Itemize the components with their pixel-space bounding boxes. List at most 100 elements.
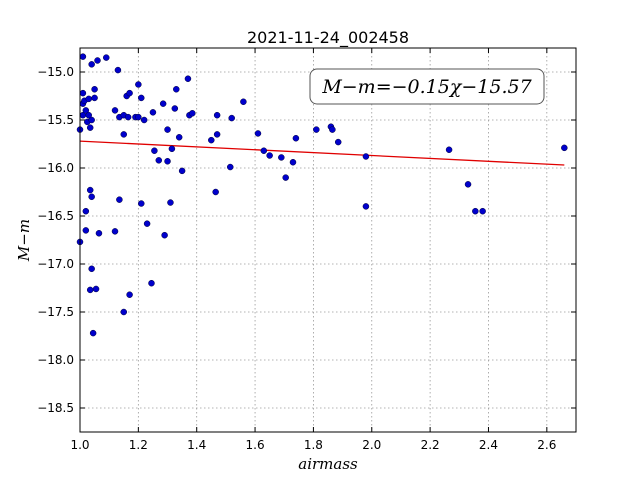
data-point xyxy=(212,188,219,196)
data-point xyxy=(167,199,174,206)
data-point xyxy=(289,158,297,166)
data-point xyxy=(79,53,87,60)
data-point xyxy=(175,134,183,141)
x-tick-label: 1.6 xyxy=(246,438,265,452)
x-tick-label: 2.6 xyxy=(537,438,556,452)
data-point xyxy=(88,116,95,124)
data-point xyxy=(135,113,142,121)
fit-line xyxy=(79,140,565,166)
x-tick-label: 2.2 xyxy=(421,438,440,452)
data-point xyxy=(178,167,186,175)
data-point xyxy=(120,131,128,138)
data-point xyxy=(138,94,145,102)
data-point xyxy=(159,100,167,107)
x-tick-label: 1.2 xyxy=(129,438,148,452)
data-point xyxy=(91,86,98,93)
x-tick-label: 2.4 xyxy=(479,438,498,452)
data-point xyxy=(140,116,148,124)
plot-frame xyxy=(79,47,577,433)
y-tick-label: −18.5 xyxy=(37,401,74,415)
data-point xyxy=(189,110,196,117)
data-points xyxy=(76,53,568,337)
y-tick-label: −18.0 xyxy=(37,353,74,367)
data-point xyxy=(86,286,94,294)
data-point xyxy=(89,329,97,337)
data-point xyxy=(161,231,168,239)
data-point xyxy=(82,227,90,234)
fit-equation: M−m=−0.15χ−15.57 xyxy=(321,76,532,98)
fit-annotation: M−m=−0.15χ−15.57 xyxy=(309,68,545,105)
data-point xyxy=(82,107,90,114)
data-point xyxy=(120,308,128,316)
data-point xyxy=(278,154,285,161)
data-point xyxy=(329,126,336,133)
data-point xyxy=(91,94,98,102)
data-point xyxy=(260,147,268,154)
data-point xyxy=(86,124,94,131)
fit-line-group xyxy=(79,140,565,166)
data-point xyxy=(151,147,158,154)
data-point xyxy=(126,89,133,97)
data-point xyxy=(111,107,119,114)
data-point xyxy=(114,66,122,74)
data-point xyxy=(561,144,568,152)
data-point xyxy=(472,207,479,215)
data-point xyxy=(362,203,370,210)
data-point xyxy=(111,228,119,235)
chart-title: 2021-11-24_002458 xyxy=(247,28,409,48)
y-tick-label: −17.0 xyxy=(37,257,74,271)
x-tick-label: 1.4 xyxy=(187,438,206,452)
data-point xyxy=(124,113,132,121)
data-point xyxy=(208,136,215,144)
y-tick-label: −16.0 xyxy=(37,161,74,175)
data-point xyxy=(138,200,145,207)
data-point xyxy=(227,163,234,171)
data-point xyxy=(95,230,103,237)
data-point xyxy=(254,130,262,137)
data-point xyxy=(213,131,221,138)
data-point xyxy=(86,186,94,194)
data-point xyxy=(82,207,90,215)
axis-ticks xyxy=(79,48,576,432)
data-point xyxy=(313,126,320,133)
y-tick-label: −16.5 xyxy=(37,209,74,223)
data-point xyxy=(292,134,300,142)
x-tick-labels: 1.0 1.2 1.4 1.6 1.8 2.0 2.2 2.4 2.6 xyxy=(70,438,556,452)
x-tick-label: 1.0 xyxy=(70,438,89,452)
data-point xyxy=(184,75,192,82)
data-point xyxy=(92,285,100,293)
data-point xyxy=(228,114,235,122)
data-point xyxy=(266,152,273,159)
data-point xyxy=(85,95,93,103)
data-point xyxy=(88,265,95,273)
data-point xyxy=(94,57,101,64)
data-point xyxy=(240,98,247,106)
x-tick-label: 1.8 xyxy=(304,438,323,452)
data-point xyxy=(103,54,110,61)
annotation-box xyxy=(309,68,545,105)
y-tick-label: −15.0 xyxy=(37,65,74,79)
data-point xyxy=(85,111,93,119)
data-point xyxy=(168,145,176,153)
data-point xyxy=(88,61,95,68)
data-point xyxy=(116,196,123,203)
data-point xyxy=(126,291,133,298)
data-point xyxy=(362,153,370,160)
data-point xyxy=(334,138,342,146)
data-point xyxy=(173,86,180,93)
data-point xyxy=(88,193,95,201)
data-point xyxy=(282,174,289,181)
data-point xyxy=(149,109,157,116)
data-point xyxy=(148,279,155,287)
y-tick-label: −17.5 xyxy=(37,305,74,319)
data-point xyxy=(479,207,486,215)
data-point xyxy=(445,146,453,154)
data-point xyxy=(135,81,142,88)
data-point xyxy=(171,105,179,112)
data-point xyxy=(213,111,221,119)
data-point xyxy=(143,220,151,227)
y-tick-labels: −15.0 −15.5 −16.0 −16.5 −17.0 −17.5 −18.0 −18.5 xyxy=(37,65,74,415)
y-tick-label: −15.5 xyxy=(37,113,74,127)
data-point xyxy=(164,126,171,133)
x-axis-label: airmass xyxy=(298,455,358,473)
